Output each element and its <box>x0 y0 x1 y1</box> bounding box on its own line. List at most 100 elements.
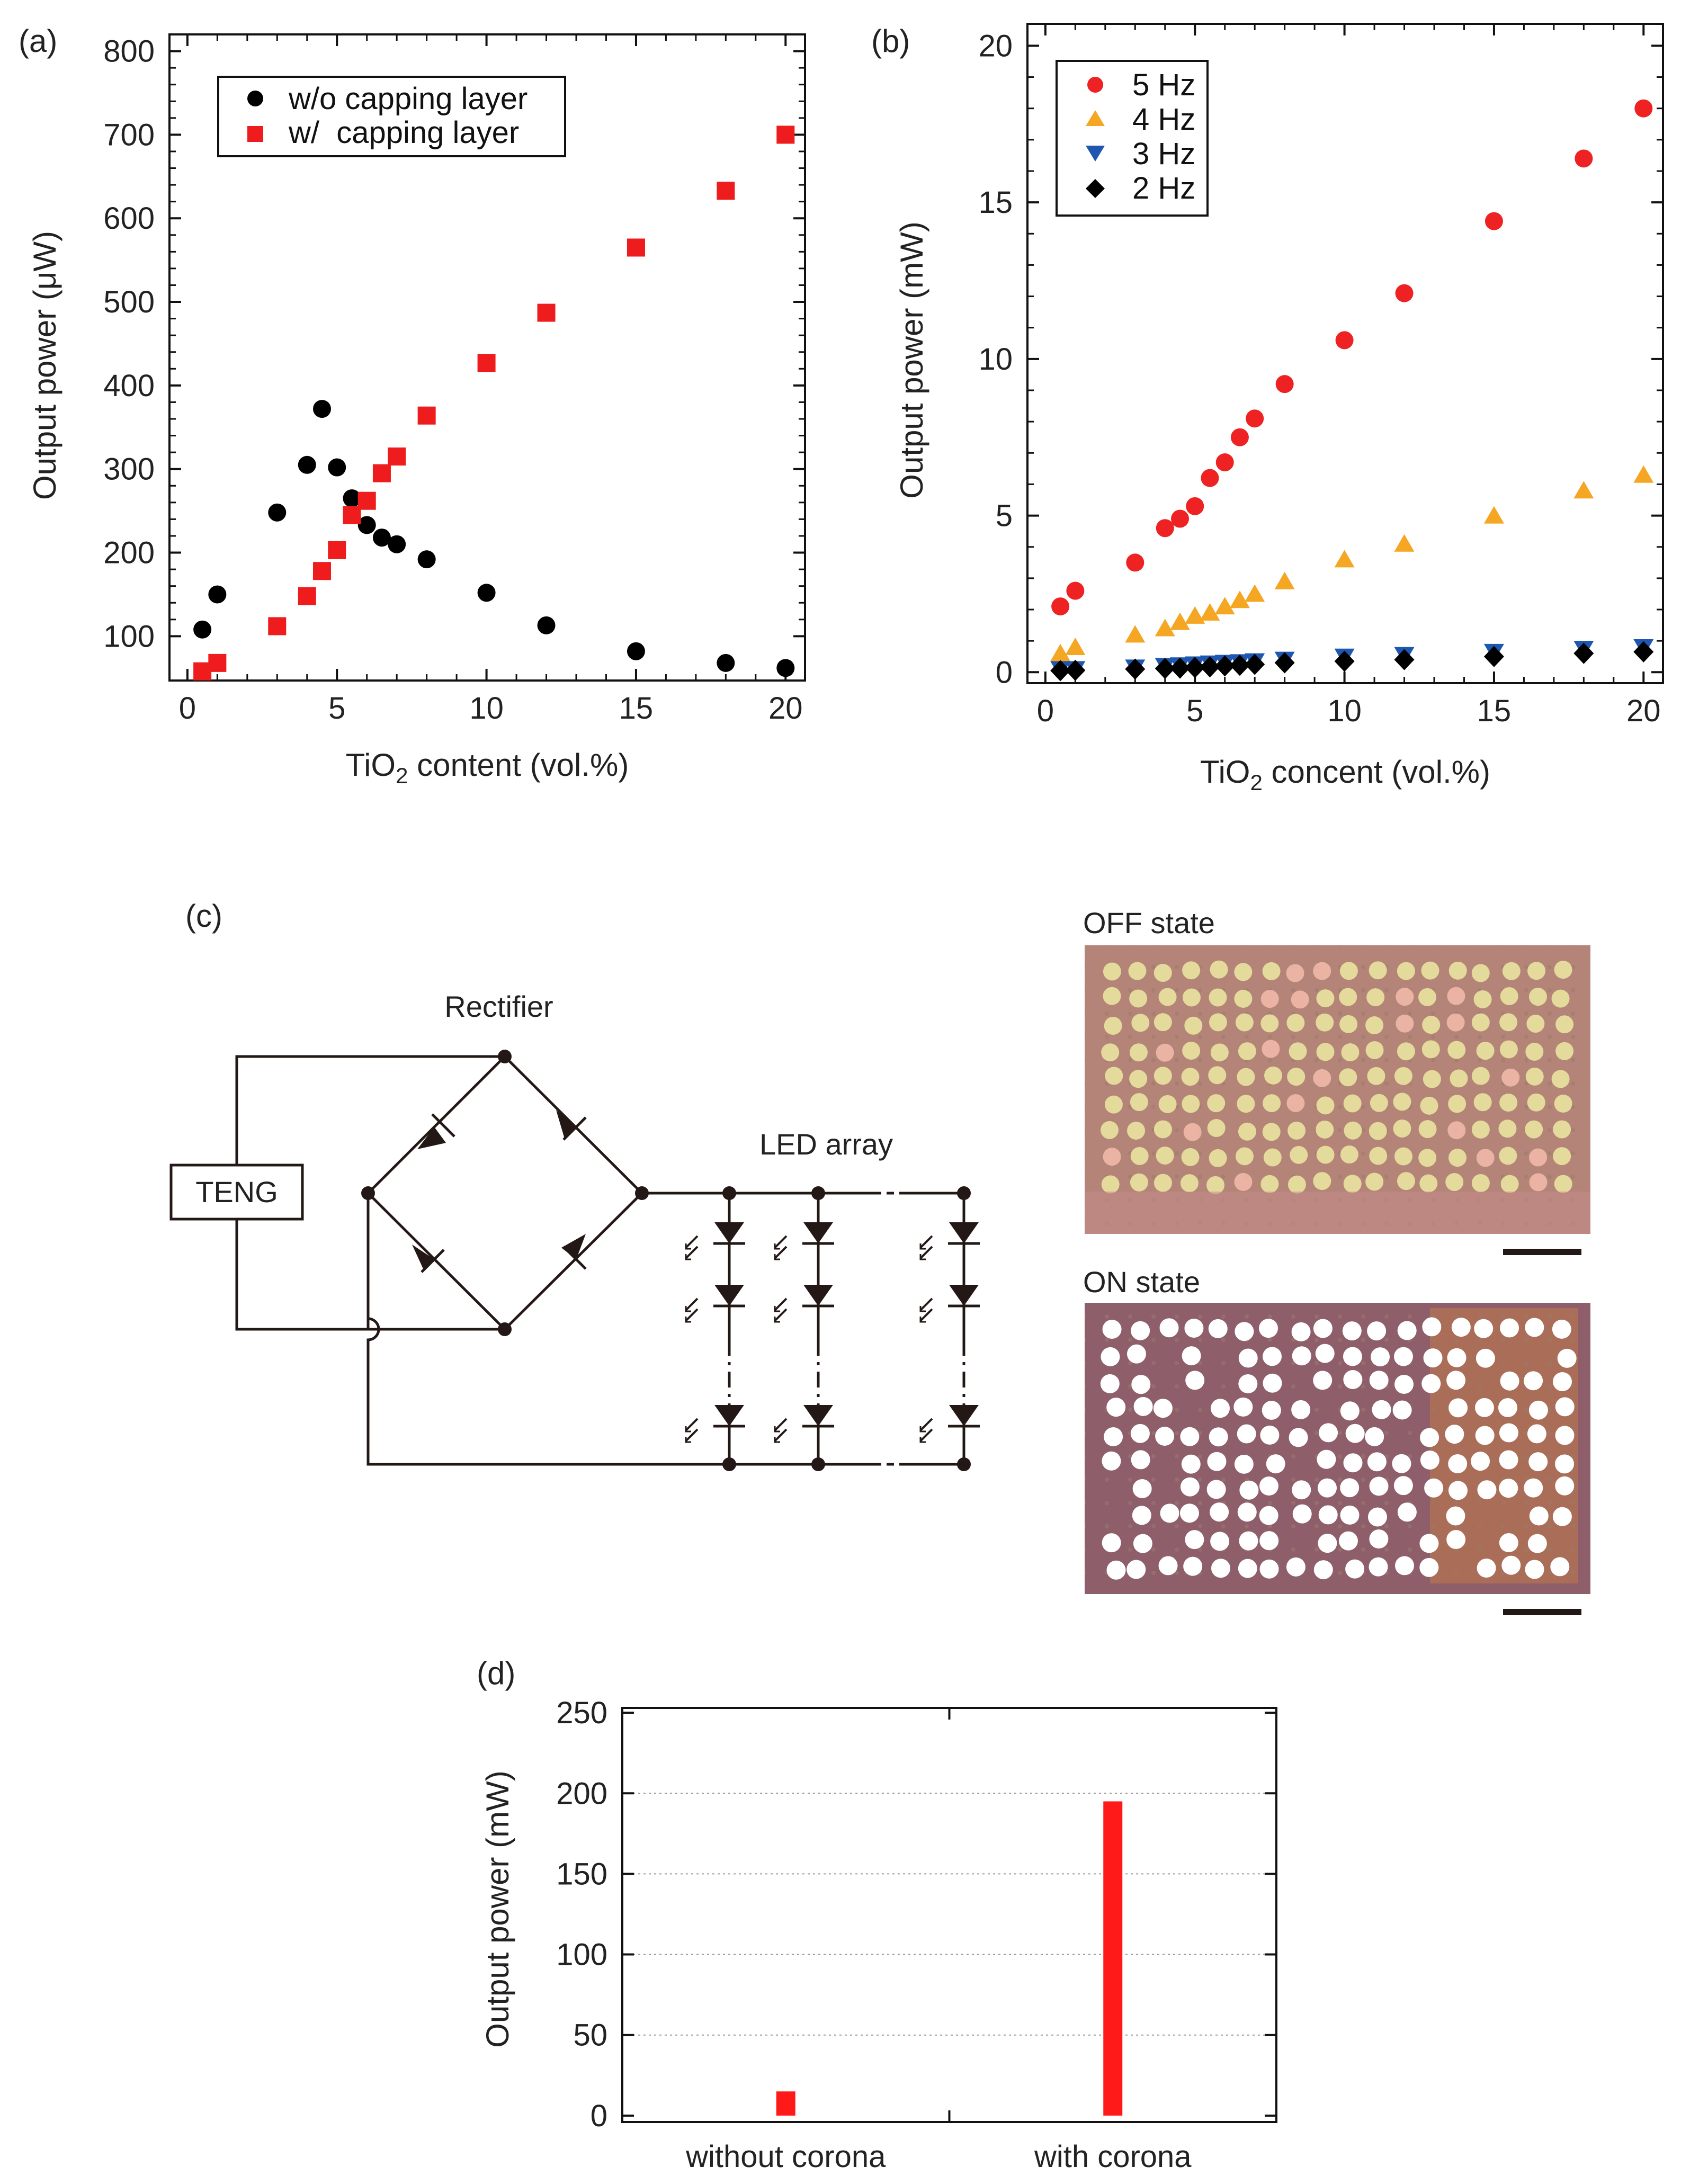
y-tick-label-a-0: 100 <box>103 619 155 654</box>
off-led-dot <box>1260 990 1279 1008</box>
point-b-1-10 <box>1274 571 1295 589</box>
led-columns <box>685 1186 980 1471</box>
x-tick-label-b-1: 5 <box>1186 694 1203 728</box>
off-led-dot <box>1476 1042 1495 1060</box>
on-led-dot <box>1131 1375 1151 1394</box>
off-led-dot <box>1263 1148 1282 1167</box>
point-a-1-9 <box>388 447 406 466</box>
on-led-dot <box>1423 1348 1443 1368</box>
legend-label-b-3: 2 Hz <box>1132 171 1195 205</box>
off-led-dot <box>1397 962 1415 980</box>
on-led-dot <box>1259 1559 1279 1579</box>
off-led-dot <box>1286 1014 1305 1032</box>
off-led-dot <box>1369 1147 1388 1165</box>
on-led-dot <box>1338 1531 1358 1551</box>
on-led-dot <box>1499 1479 1518 1498</box>
on-led-dot <box>1210 1399 1230 1418</box>
off-led-dot <box>1397 1042 1415 1061</box>
on-led-dot <box>1552 1372 1572 1392</box>
off-led-dot <box>1105 1067 1123 1085</box>
point-a-0-4 <box>313 400 331 418</box>
on-led-dot <box>1500 1371 1519 1391</box>
off-led-dot <box>1103 962 1121 981</box>
point-a-1-4 <box>313 562 331 580</box>
off-led-dot <box>1103 1148 1121 1166</box>
off-led-dot <box>1365 1172 1384 1191</box>
point-a-1-2 <box>268 617 287 635</box>
point-a-0-1 <box>208 585 227 604</box>
off-led-dot <box>1207 1094 1226 1113</box>
off-led-dot <box>1553 1147 1571 1166</box>
x-tick-label-b-0: 0 <box>1037 694 1054 728</box>
on-led-dot <box>1239 1531 1258 1551</box>
on-led-dot <box>1318 1534 1337 1553</box>
off-led-dot <box>1500 1175 1519 1193</box>
on-led-dot <box>1372 1400 1391 1419</box>
on-led-dot <box>1291 1322 1311 1341</box>
on-led-dot <box>1392 1454 1411 1473</box>
led-emission-tip-2-0 <box>919 1243 926 1260</box>
on-led-dot <box>1343 1347 1362 1366</box>
point-b-3-7 <box>1214 655 1235 677</box>
off-led-dot <box>1498 1120 1517 1138</box>
led-emission-tip-0-0 <box>685 1243 691 1260</box>
off-led-dot <box>1183 1123 1202 1141</box>
y-tick-label-b-0: 0 <box>996 655 1013 690</box>
off-led-dot <box>1131 1014 1150 1032</box>
on-led-dot <box>1446 1371 1466 1390</box>
off-led-dot <box>1446 1013 1465 1032</box>
off-led-dot <box>1129 989 1148 1008</box>
off-led-dot <box>1287 1068 1305 1086</box>
off-led-dot <box>1313 1069 1331 1087</box>
off-led-dot <box>1153 1067 1172 1085</box>
y-tick-label-a-7: 800 <box>103 34 155 69</box>
point-a-0-2 <box>268 503 287 522</box>
off-led-dot <box>1158 988 1177 1006</box>
off-led-dot <box>1499 1093 1518 1112</box>
off-led-dot <box>1209 1013 1227 1032</box>
off-led-dot <box>1471 1067 1490 1085</box>
on-led-dot <box>1208 1319 1228 1338</box>
off-led-dot <box>1502 962 1521 980</box>
on-led-dot <box>1130 1424 1150 1443</box>
x-tick-label-b-4: 20 <box>1626 694 1661 728</box>
svg-text:Output power (mW): Output power (mW) <box>894 221 929 498</box>
data-points-a <box>193 126 795 681</box>
off-led-dot <box>1501 1068 1520 1087</box>
legend-label-b-1: 4 Hz <box>1132 102 1195 137</box>
off-led-dot <box>1340 1145 1358 1164</box>
off-led-dot <box>1418 1120 1437 1139</box>
off-led-dot <box>1238 1122 1256 1141</box>
point-b-3-8 <box>1229 655 1250 676</box>
teng-bottom-wire <box>235 1219 505 1331</box>
off-led-dot <box>1393 1119 1411 1138</box>
point-b-3-9 <box>1245 654 1265 675</box>
led-emission-tip-1-1 <box>774 1306 780 1323</box>
off-led-dot <box>1473 990 1492 1008</box>
on-led-dot <box>1420 1428 1439 1447</box>
led-diode-1-0 <box>803 1222 833 1243</box>
off-led-dot <box>1128 962 1147 980</box>
legend-frame-b <box>1056 60 1209 217</box>
on-led-dot <box>1106 1398 1126 1417</box>
on-led-dot <box>1340 1505 1360 1525</box>
on-led-dot <box>1313 1560 1333 1580</box>
y-tick-label-d-5: 250 <box>556 1696 607 1730</box>
on-led-dot <box>1133 1534 1152 1553</box>
off-led-dot <box>1394 1147 1412 1166</box>
point-a-0-0 <box>193 620 212 639</box>
off-led-dot <box>1263 1094 1281 1113</box>
on-led-dot <box>1448 1481 1468 1500</box>
on-led-dot <box>1315 1344 1335 1363</box>
point-b-1-8 <box>1229 590 1250 608</box>
on-led-dot <box>1397 1321 1417 1340</box>
off-led-dot <box>1156 1147 1174 1165</box>
off-led-dot <box>1182 988 1201 1007</box>
off-led-dot <box>1184 1016 1203 1035</box>
off-led-dot <box>1234 1172 1253 1191</box>
off-led-dot <box>1369 1122 1387 1140</box>
on-led-dot <box>1499 1423 1518 1443</box>
on-led-dot <box>1238 1374 1258 1394</box>
on-led-dot <box>1524 1478 1543 1498</box>
on-led-dot <box>1133 1397 1153 1416</box>
